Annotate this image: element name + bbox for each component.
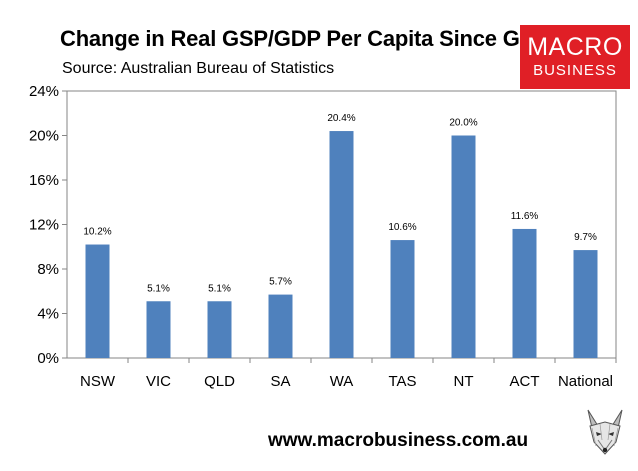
macrobusiness-logo: MACRO BUSINESS: [520, 25, 630, 89]
bar: [573, 250, 598, 358]
data-label: 10.6%: [388, 222, 416, 233]
data-label: 20.4%: [327, 113, 355, 124]
x-tick-label: NT: [454, 373, 474, 390]
bar: [146, 301, 171, 358]
data-label: 11.6%: [511, 211, 539, 222]
chart-subtitle: Source: Australian Bureau of Statistics: [62, 60, 335, 77]
bar: [207, 301, 232, 358]
data-label: 5.7%: [269, 277, 292, 288]
logo-line-2: BUSINESS: [533, 62, 617, 79]
y-tick-label: 0%: [37, 350, 59, 367]
bar: [85, 244, 110, 358]
data-label: 20.0%: [449, 118, 477, 129]
x-tick-label: QLD: [204, 373, 235, 390]
x-tick-label: TAS: [388, 373, 416, 390]
y-tick-label: 4%: [37, 306, 59, 323]
x-tick-label: ACT: [510, 373, 540, 390]
x-tick-label: SA: [270, 373, 290, 390]
y-tick-label: 16%: [29, 172, 59, 189]
bar: [268, 294, 293, 358]
x-tick-label: National: [558, 373, 613, 390]
data-label: 9.7%: [574, 232, 597, 243]
data-label: 10.2%: [83, 227, 111, 238]
fox-face-icon: [582, 406, 628, 458]
bar: [451, 135, 476, 358]
y-tick-label: 12%: [29, 217, 59, 234]
y-tick-label: 20%: [29, 128, 59, 145]
bar: [512, 228, 537, 358]
data-label: 5.1%: [147, 283, 170, 294]
bar: [329, 131, 354, 358]
logo-line-1: MACRO: [527, 33, 623, 61]
website-url: www.macrobusiness.com.au: [268, 430, 529, 451]
x-tick-label: VIC: [146, 373, 171, 390]
data-label: 5.1%: [208, 283, 231, 294]
x-tick-label: NSW: [80, 373, 116, 390]
y-tick-label: 24%: [29, 83, 59, 100]
x-tick-label: WA: [330, 373, 354, 390]
bar: [390, 240, 415, 358]
y-tick-label: 8%: [37, 261, 59, 278]
chart-title: Change in Real GSP/GDP Per Capita Since …: [60, 26, 549, 51]
